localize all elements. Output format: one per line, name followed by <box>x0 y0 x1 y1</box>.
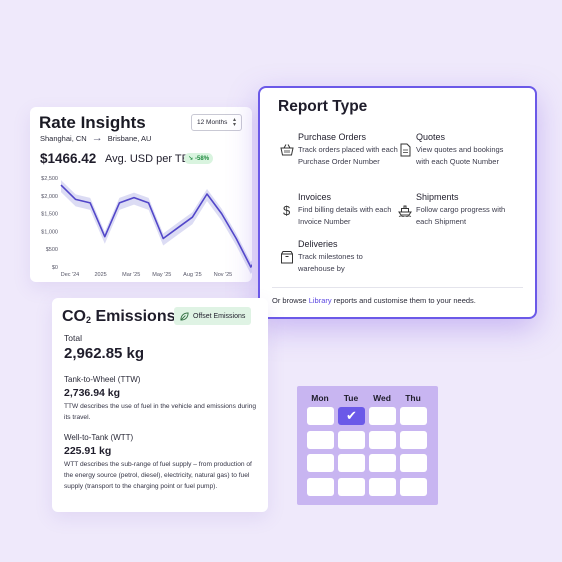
route-destination: Brisbane, AU <box>107 134 152 143</box>
leaf-icon <box>180 311 189 321</box>
calendar-cell[interactable] <box>307 407 334 425</box>
total-label: Total <box>64 333 82 343</box>
report-item-desc: Find billing details with each Invoice N… <box>298 205 392 226</box>
x-tick-label: Mar '25 <box>122 272 140 278</box>
change-value: -58% <box>195 155 210 162</box>
calendar-cell[interactable] <box>369 477 396 496</box>
day-header-mon: Mon <box>311 393 329 403</box>
offset-emissions-label: Offset Emissions <box>193 312 246 320</box>
rate-insights-card: Rate Insights 12 Months ▴ ▾ Shanghai, CN … <box>30 107 252 282</box>
x-tick-label: Dec '24 <box>61 272 79 278</box>
report-footer: Or browse Library reports and customise … <box>272 296 476 305</box>
calendar-cell[interactable] <box>400 430 427 449</box>
arrow-right-icon: → <box>91 132 103 144</box>
box-icon <box>281 251 293 264</box>
x-tick-label: Aug '25 <box>183 272 201 278</box>
report-item-desc: View quotes and bookings with each Quote… <box>416 145 504 166</box>
co2-title: CO2 Emissions <box>62 308 176 326</box>
calendar-cell-selected[interactable]: ✔ <box>338 407 365 425</box>
calendar-cell[interactable] <box>307 477 334 496</box>
rate-series-line <box>60 184 252 268</box>
chevron-updown-icon: ▴ ▾ <box>232 116 236 128</box>
calendar-cell[interactable] <box>307 430 334 449</box>
report-item-desc: Track orders placed with each Purchase O… <box>298 145 398 166</box>
day-header-wed: Wed <box>373 393 391 403</box>
x-tick-label: 2025 <box>94 272 106 278</box>
y-tick-label: $2,000 <box>41 194 58 200</box>
report-item-title: Invoices <box>298 192 332 202</box>
calendar-cell[interactable] <box>369 454 396 472</box>
co2-emissions-card: CO2 Emissions Offset Emissions Total 2,9… <box>52 298 268 512</box>
report-item-desc: Track milestones to warehouse by <box>298 252 363 273</box>
average-price: $1466.42 <box>40 151 97 166</box>
svg-text:$: $ <box>283 203 291 217</box>
rate-insights-title: Rate Insights <box>39 113 146 132</box>
calendar-widget: Mon Tue Wed Thu ✔ <box>297 386 438 505</box>
price-unit: Avg. USD per TEU <box>105 153 197 165</box>
report-item-title: Deliveries <box>298 239 338 249</box>
ship-icon <box>398 205 412 217</box>
calendar-cell[interactable] <box>400 407 427 425</box>
document-icon <box>400 143 411 157</box>
footer-text-post: reports and customise them to your needs… <box>331 296 476 305</box>
calendar-cell[interactable] <box>369 430 396 449</box>
ttw-value: 2,736.94 kg <box>64 387 121 399</box>
wtt-description: WTT describes the sub-range of fuel supp… <box>64 461 252 490</box>
basket-icon <box>280 144 294 156</box>
total-value: 2,962.85 kg <box>64 345 145 362</box>
wtt-label: Well-to-Tank (WTT) <box>64 433 134 442</box>
calendar-cell[interactable] <box>338 454 365 472</box>
period-select[interactable]: 12 Months ▴ ▾ <box>191 114 242 131</box>
y-tick-label: $2,500 <box>41 176 58 182</box>
period-select-value: 12 Months <box>197 119 228 126</box>
ttw-label: Tank-to-Wheel (TTW) <box>64 375 141 384</box>
y-tick-label: $1,000 <box>41 229 58 235</box>
footer-text-pre: Or browse <box>272 296 309 305</box>
report-item-title: Purchase Orders <box>298 132 367 142</box>
report-type-card: Report Type Purchase Orders Track orders… <box>258 86 537 319</box>
dollar-icon: $ <box>283 203 291 217</box>
trend-down-icon: ↘ <box>188 156 194 162</box>
wtt-value: 225.91 kg <box>64 445 112 457</box>
divider <box>272 287 523 288</box>
report-item-desc: Follow cargo progress with each Shipment <box>416 205 506 226</box>
report-item-title: Quotes <box>416 132 446 142</box>
calendar-cell[interactable] <box>338 477 365 496</box>
co2-title-rest: Emissions <box>91 308 176 325</box>
calendar-cell[interactable] <box>369 407 396 425</box>
calendar-cell[interactable] <box>338 430 365 449</box>
route-origin: Shanghai, CN <box>40 134 87 143</box>
co2-title-sub: 2 <box>86 315 92 325</box>
x-tick-label: May '25 <box>152 272 171 278</box>
route: Shanghai, CN → Brisbane, AU <box>40 132 152 144</box>
x-tick-label: Nov '25 <box>214 272 232 278</box>
report-item-title: Shipments <box>416 192 459 202</box>
y-tick-label: $500 <box>46 247 58 253</box>
day-header-tue: Tue <box>343 393 359 403</box>
calendar-cell[interactable] <box>400 454 427 472</box>
change-badge: ↘ -58% <box>184 153 214 164</box>
y-tick-label: $1,500 <box>41 212 58 218</box>
confidence-band <box>61 180 252 274</box>
co2-title-main: CO <box>62 308 86 325</box>
ttw-description: TTW describes the use of fuel in the veh… <box>64 403 257 421</box>
calendar-cell[interactable] <box>307 454 334 472</box>
calendar-cell[interactable] <box>400 477 427 496</box>
report-type-title: Report Type <box>278 98 368 115</box>
library-link[interactable]: Library <box>308 296 332 305</box>
checkmark-icon: ✔ <box>346 408 357 423</box>
day-header-thu: Thu <box>405 393 421 403</box>
y-tick-label: $0 <box>52 265 58 271</box>
offset-emissions-button[interactable]: Offset Emissions <box>174 307 252 325</box>
